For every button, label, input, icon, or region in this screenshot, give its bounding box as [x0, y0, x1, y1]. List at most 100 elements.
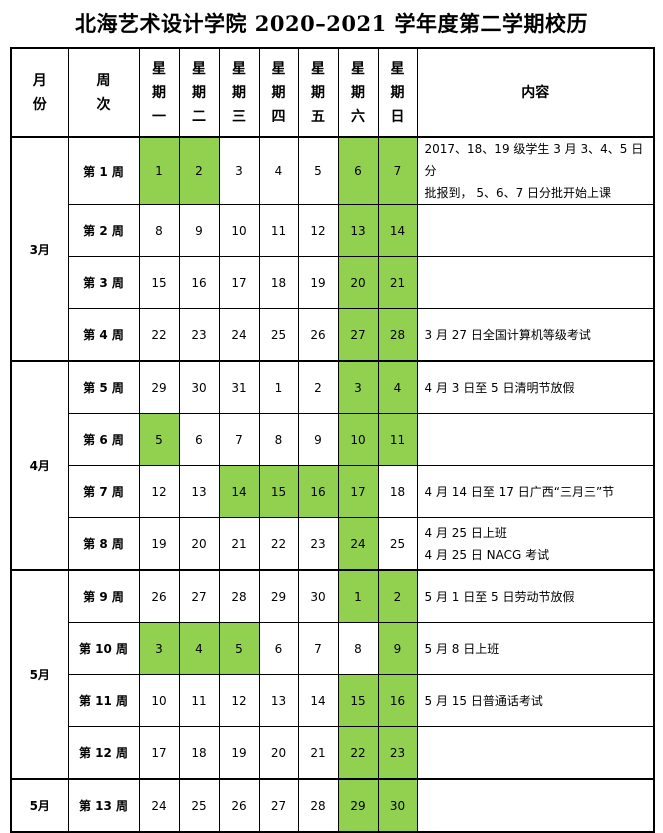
day-cell: 10 — [138, 674, 180, 727]
day-cell: 29 — [138, 360, 180, 414]
day-cell: 8 — [337, 622, 379, 675]
calendar-body: 3月第 1 周 1 2 3 4 5 6 7 2017、18、19 级学生 3 月 3、4、5 日… — [10, 136, 655, 833]
day-cell: 12 — [218, 674, 260, 727]
day-cell: 18 — [178, 726, 220, 780]
content-cell — [416, 256, 655, 309]
day-cell: 2 — [297, 360, 339, 414]
header-row: 月份 周次 星期一 星期二 星期三 星期四 星期五 星期六 星期日 内容 — [10, 47, 655, 138]
header-friday: 星期五 — [297, 47, 339, 138]
day-cell: 6 — [337, 136, 379, 205]
day-cell: 7 — [218, 413, 260, 466]
day-cell: 20 — [178, 517, 220, 571]
day-cell: 17 — [138, 726, 180, 780]
day-cell: 11 — [258, 204, 299, 257]
day-cell: 17 — [337, 465, 379, 518]
day-cell: 21 — [297, 726, 339, 780]
content-line: 3 月 27 日全国计算机等级考试 — [424, 327, 591, 342]
content-cell — [416, 778, 655, 833]
week-label: 第 3 周 — [67, 256, 140, 309]
day-cell: 1 — [337, 569, 379, 623]
day-cell: 30 — [297, 569, 339, 623]
header-tuesday: 星期二 — [178, 47, 220, 138]
header-content: 内容 — [416, 47, 655, 138]
day-cell: 4 — [377, 360, 418, 414]
day-cell: 14 — [377, 204, 418, 257]
week-label: 第 2 周 — [67, 204, 140, 257]
day-cell: 30 — [377, 778, 418, 833]
day-cell: 16 — [377, 674, 418, 727]
week-label: 第 9 周 — [67, 569, 140, 623]
day-cell: 3 — [337, 360, 379, 414]
day-cell: 22 — [337, 726, 379, 780]
week-row: 3月第 1 周 1 2 3 4 5 6 7 2017、18、19 级学生 3 月 3、4、5 日… — [10, 136, 655, 362]
content-cell: 2017、18、19 级学生 3 月 3、4、5 日分 批报到， 5、6、7 日分… — [416, 136, 655, 205]
day-cell: 21 — [218, 517, 260, 571]
day-cell: 29 — [258, 569, 299, 623]
day-cell: 18 — [377, 465, 418, 518]
day-cell: 3 — [218, 136, 260, 205]
week-label: 第 11 周 — [67, 674, 140, 727]
day-cell: 9 — [377, 622, 418, 675]
week-label: 第 6 周 — [67, 413, 140, 466]
content-line: 4 月 25 日上班 — [424, 525, 507, 540]
day-cell: 8 — [138, 204, 180, 257]
day-cell: 14 — [297, 674, 339, 727]
day-cell: 10 — [337, 413, 379, 466]
week-row: 第 8 周 19 20 21 22 23 24 25 4 月 25 日上班 4 月 25 日 NA… — [11, 517, 655, 571]
day-cell: 9 — [178, 204, 220, 257]
week-row: 4月第 5 周 29 30 31 1 2 3 4 4 月 3 日至 5 日清明节放假 — [10, 360, 655, 571]
day-cell: 26 — [297, 308, 339, 362]
day-cell: 4 — [178, 622, 220, 675]
day-cell: 12 — [138, 465, 180, 518]
content-line: 5 月 8 日上班 — [424, 641, 500, 656]
day-cell: 19 — [218, 726, 260, 780]
header-sunday: 星期日 — [377, 47, 418, 138]
week-row: 第 3 周 15 16 17 18 19 20 21 — [11, 256, 655, 309]
week-label: 第 4 周 — [67, 308, 140, 362]
day-cell: 16 — [178, 256, 220, 309]
day-cell: 5 — [297, 136, 339, 205]
header-monday: 星期一 — [138, 47, 180, 138]
day-cell: 14 — [218, 465, 260, 518]
month-cell: 5月 — [10, 778, 69, 833]
day-cell: 5 — [218, 622, 260, 675]
day-cell: 26 — [218, 778, 260, 833]
header-month: 月份 — [10, 47, 69, 138]
day-cell: 17 — [218, 256, 260, 309]
header-thursday: 星期四 — [258, 47, 299, 138]
content-line: 4 月 14 日至 17 日广西“三月三”节 — [424, 484, 615, 499]
week-row: 第 2 周 8 9 10 11 12 13 14 — [11, 204, 655, 257]
week-label: 第 10 周 — [67, 622, 140, 675]
week-row: 5月第 13 周 24 25 26 27 28 29 30 — [10, 778, 655, 833]
header-saturday: 星期六 — [337, 47, 379, 138]
day-cell: 25 — [258, 308, 299, 362]
day-cell: 22 — [258, 517, 299, 571]
day-cell: 5 — [138, 413, 180, 466]
content-line: 5 月 15 日普通话考试 — [424, 693, 543, 708]
content-line: 4 月 25 日 NACG 考试 — [424, 547, 550, 562]
content-line: 4 月 3 日至 5 日清明节放假 — [424, 380, 575, 395]
week-label: 第 5 周 — [67, 360, 140, 414]
content-line: 5 月 1 日至 5 日劳动节放假 — [424, 589, 575, 604]
day-cell: 21 — [377, 256, 418, 309]
day-cell: 20 — [258, 726, 299, 780]
school-calendar-table: 月份 周次 星期一 星期二 星期三 星期四 星期五 星期六 星期日 内容 3月第… — [10, 47, 655, 833]
header-wednesday: 星期三 — [218, 47, 260, 138]
week-row: 第 4 周 22 23 24 25 26 27 28 3 月 27 日全国计算机等级考试 — [11, 308, 655, 362]
day-cell: 30 — [178, 360, 220, 414]
content-line: 2017、18、19 级学生 3 月 3、4、5 日分 — [424, 142, 644, 178]
day-cell: 16 — [297, 465, 339, 518]
day-cell: 8 — [258, 413, 299, 466]
day-cell: 2 — [178, 136, 220, 205]
day-cell: 31 — [218, 360, 260, 414]
week-label: 第 12 周 — [67, 726, 140, 780]
week-row: 第 7 周 12 13 14 15 16 17 18 4 月 14 日至 17 日广西“三月三”… — [11, 465, 655, 518]
day-cell: 15 — [337, 674, 379, 727]
content-cell: 4 月 3 日至 5 日清明节放假 — [416, 360, 655, 414]
week-label: 第 8 周 — [67, 517, 140, 571]
content-cell: 4 月 25 日上班 4 月 25 日 NACG 考试 — [416, 517, 655, 571]
day-cell: 1 — [258, 360, 299, 414]
page-title: 北海艺术设计学院 2020–2021 学年度第二学期校历 — [74, 11, 588, 36]
week-row: 第 12 周 17 18 19 20 21 22 23 — [11, 726, 655, 780]
